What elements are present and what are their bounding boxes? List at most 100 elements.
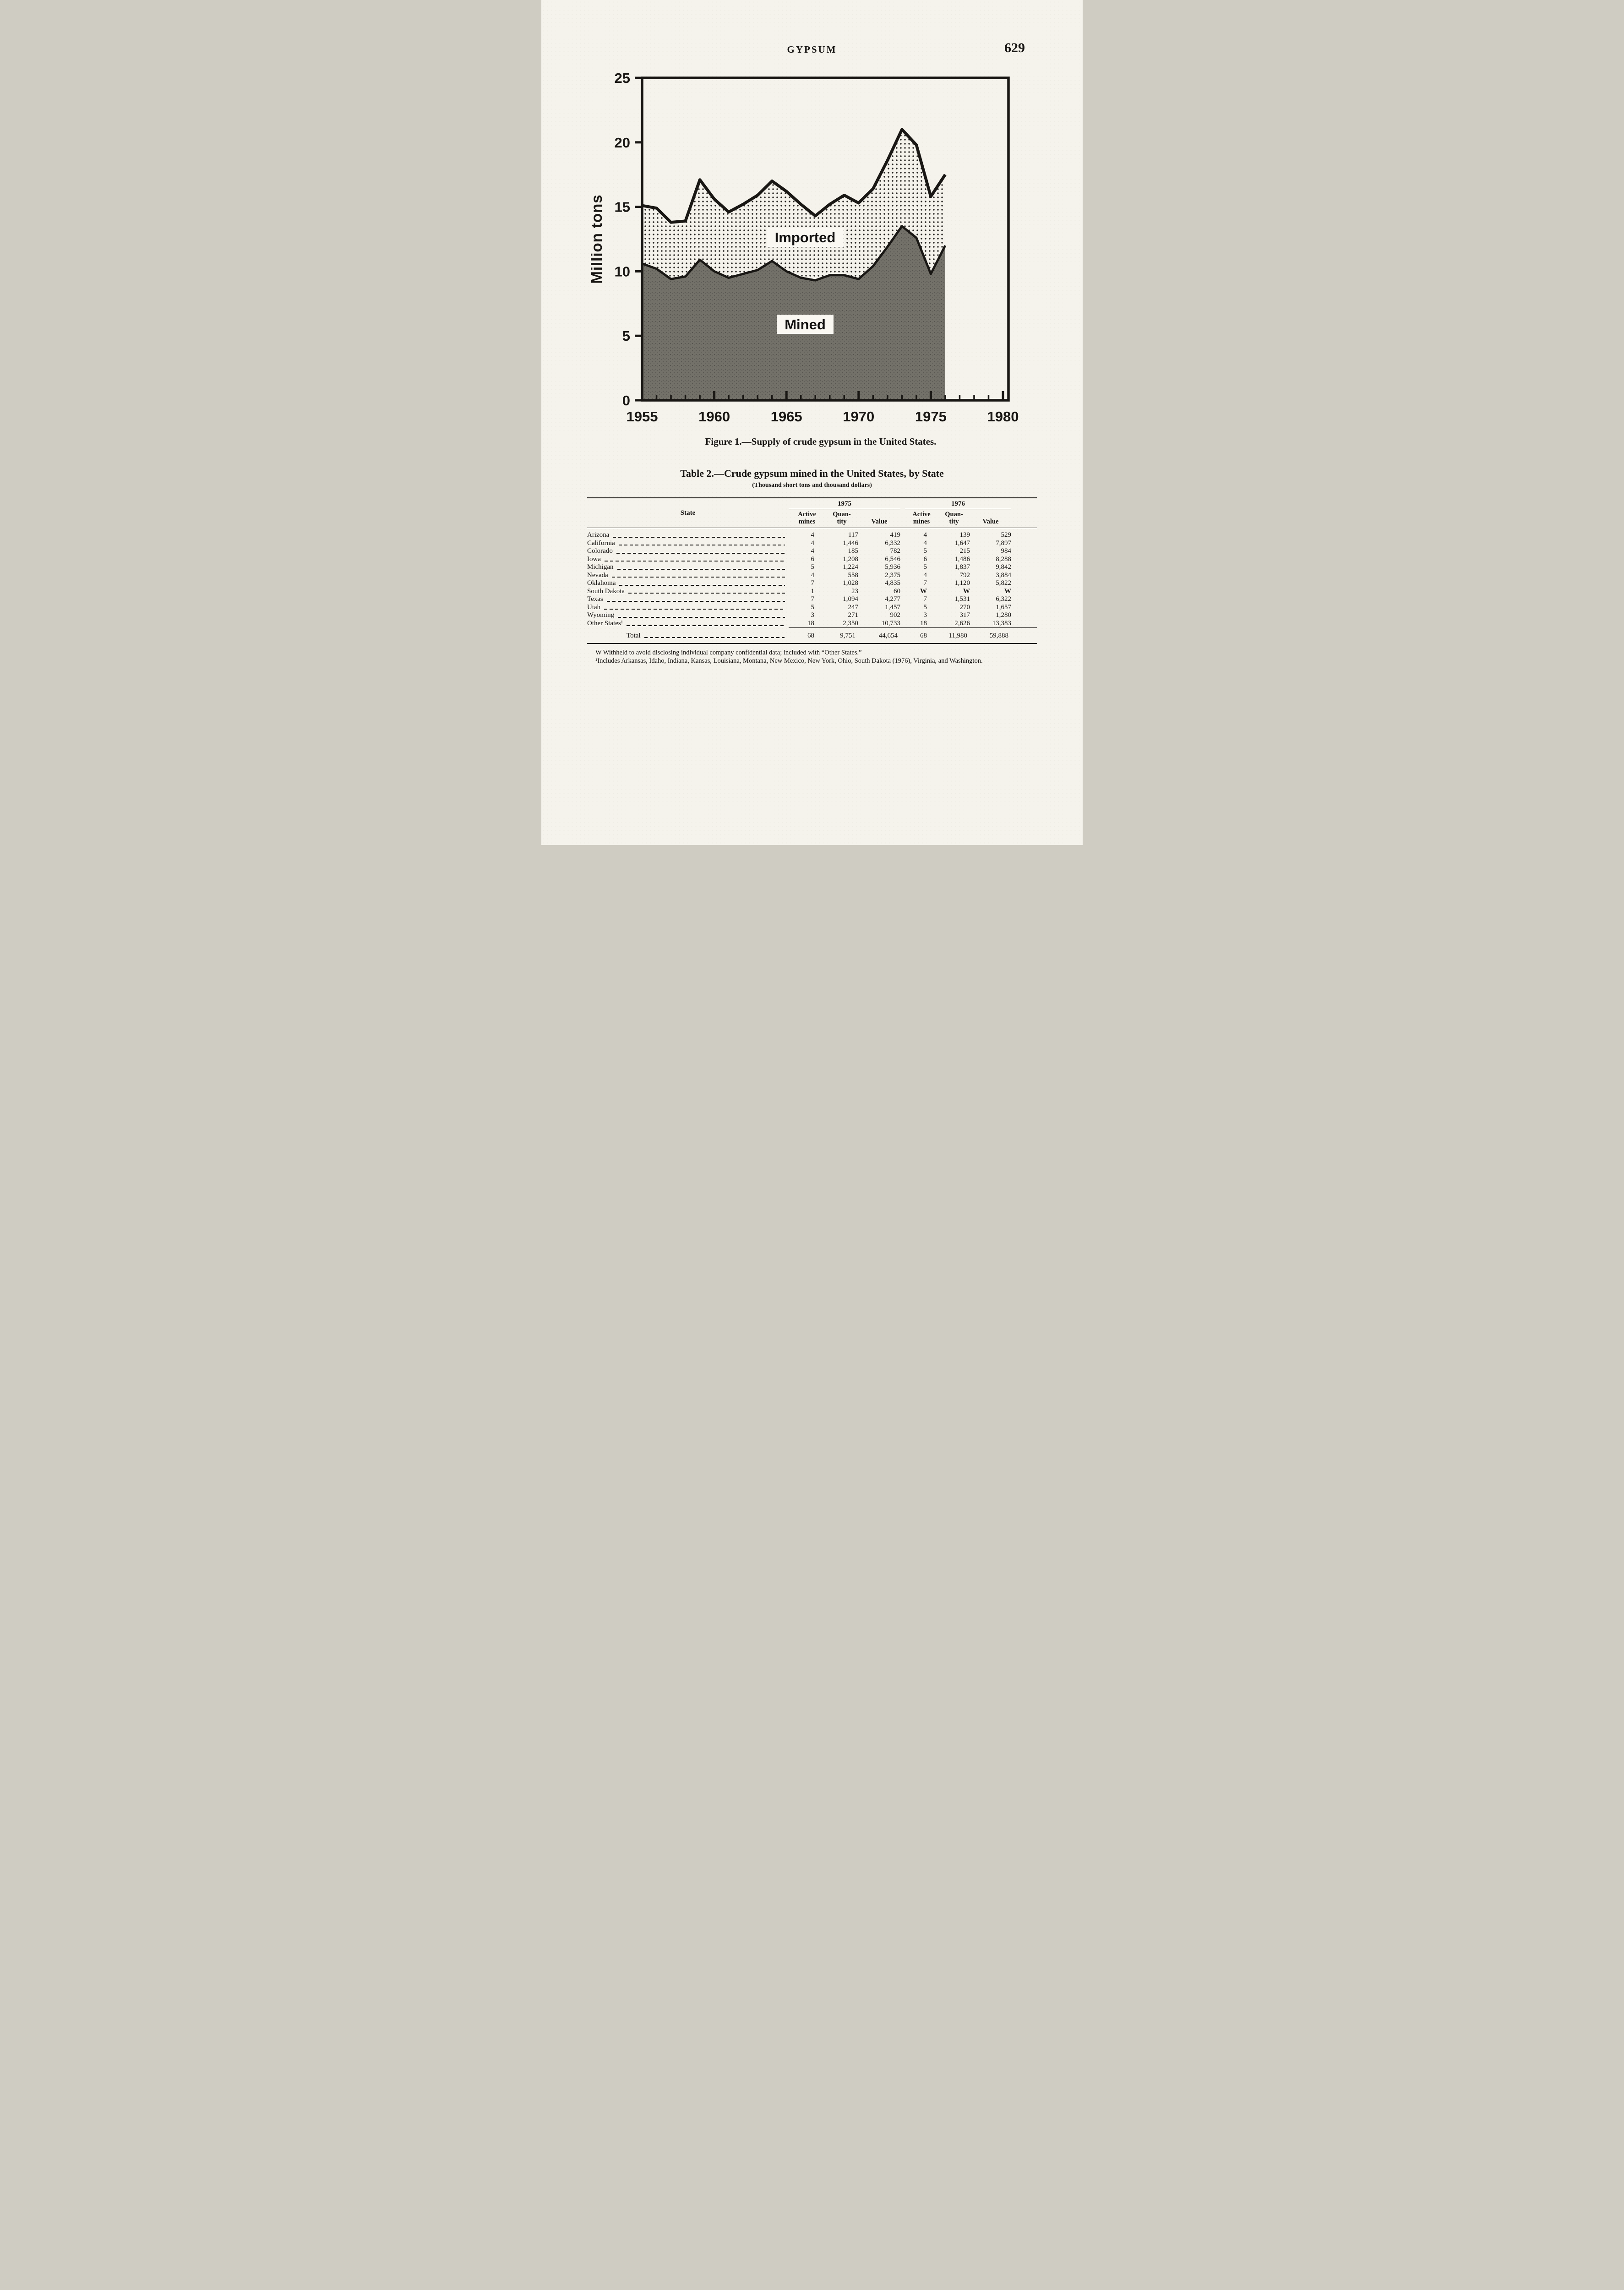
state-row: Utah 5 247 1,457 5 270 1,657 [587,604,1037,612]
value-cell: 1,647 [954,539,970,547]
footnote-withheld: W Withheld to avoid disclosing individua… [595,649,862,656]
y-tick-label: 15 [615,199,630,215]
state-name: Texas [587,595,603,603]
x-tick-label: 1975 [915,409,947,425]
column-gap [900,604,905,612]
value-cell: 6,322 [996,595,1011,603]
total-value-cell: 44,654 [858,627,900,644]
plot-frame [641,76,1010,402]
dash-leader [605,561,785,562]
year-1975-header: 1975 [789,497,900,509]
mined-area-label: Mined [777,315,834,334]
state-row: Other States¹ 18 2,350 10,733 18 2,626 13,383 [587,620,1037,628]
column-spacer [1011,627,1037,644]
column-spacer [1011,556,1037,564]
total-row: Total 68 9,751 44,654 68 11,980 59,888 [587,627,1037,644]
value-cell: 9,842 [996,563,1011,571]
subheader-quantity-1975: Quan- tity [825,509,858,528]
value-cell: 4 [811,539,815,547]
imported-area-label: Imported [767,228,844,247]
state-name: Utah [587,603,601,611]
dash-leader [606,600,785,602]
state-name-cell: Texas [587,595,789,604]
total-value-cell: 11,980 [938,627,970,644]
value-cell: 5,936 [885,563,900,571]
y-axis-title: Million tons [588,194,605,284]
value-cell: 419 [890,531,901,539]
gypsum-by-state-table: State 1975 1976 Active mines Quan- tity … [587,497,1037,644]
value-cell: W [920,587,927,595]
value-cell: 4 [811,547,815,555]
value-cell: 139 [959,531,970,539]
value-cell: 4 [923,571,927,579]
value-cell: 5,822 [996,579,1011,587]
imported-label-text: Imported [775,229,836,245]
y-tick-label: 25 [615,70,630,86]
value-cell: 1,120 [954,579,970,587]
column-spacer [1011,579,1037,588]
state-name: Other States¹ [587,620,623,627]
value-cell: 4 [923,539,927,547]
value-cell: 1,657 [996,603,1011,611]
dash-leader [628,593,785,594]
value-cell: 6,546 [885,555,900,563]
state-name-cell: South Dakota [587,588,789,596]
value-cell: 1,457 [885,603,900,611]
value-cell: 3 [811,611,815,619]
value-cell: 2,350 [843,619,858,627]
column-spacer [1011,611,1037,620]
state-row: Iowa 6 1,208 6,546 6 1,486 8,288 [587,556,1037,564]
state-name-cell: Michigan [587,563,789,572]
value-cell: 5 [923,547,927,555]
value-cell: 1,446 [843,539,858,547]
value-cell: 1,837 [954,563,970,571]
column-gap [900,563,905,572]
column-gap [900,547,905,556]
state-name-cell: Utah [587,604,789,612]
x-tick-label: 1960 [698,409,730,425]
value-cell: 1 [811,587,815,595]
state-name-cell: Colorado [587,547,789,556]
value-cell: 1,531 [954,595,970,603]
value-cell: 6 [923,555,927,563]
state-name-cell: Nevada [587,572,789,580]
x-tick-label: 1965 [771,409,802,425]
column-spacer [1011,595,1037,604]
subheader-active-mines-1976: Active mines [905,509,938,528]
value-cell: 4 [811,531,815,539]
value-cell: 317 [959,611,970,619]
mined-label-text: Mined [785,316,826,333]
state-name-cell: California [587,540,789,548]
value-cell: 2,375 [885,571,900,579]
value-cell: 7 [811,579,815,587]
value-cell: 1,208 [843,555,858,563]
value-cell: W [963,587,970,595]
value-cell: 185 [848,547,859,555]
value-cell: 4 [923,531,927,539]
value-cell: 6 [811,555,815,563]
state-name-cell: Arizona [587,528,789,540]
state-name: Arizona [587,531,610,539]
dash-leader [619,584,785,586]
total-value-cell: 68 [789,627,825,644]
x-tick-label: 1970 [843,409,874,425]
value-cell: 5 [811,563,815,571]
y-tick-label: 10 [615,263,630,279]
footnotes: W Withheld to avoid disclosing individua… [587,649,1037,665]
state-name-cell: Other States¹ [587,620,789,628]
value-cell: 60 [894,587,900,595]
value-cell: 271 [848,611,859,619]
value-cell: 18 [920,619,927,627]
column-gap [900,528,905,540]
column-gap [900,595,905,604]
subheader-quantity-1976: Quan- tity [938,509,970,528]
dash-leader [611,577,785,578]
value-cell: 4,277 [885,595,900,603]
state-name: Iowa [587,555,601,563]
table-2: Table 2.—Crude gypsum mined in the Unite… [541,468,1083,665]
year-1976-header: 1976 [905,497,1011,509]
value-cell: 247 [848,603,859,611]
total-label-cell: Total [587,627,789,644]
value-cell: 7 [923,595,927,603]
state-row: Wyoming 3 271 902 3 317 1,280 [587,611,1037,620]
